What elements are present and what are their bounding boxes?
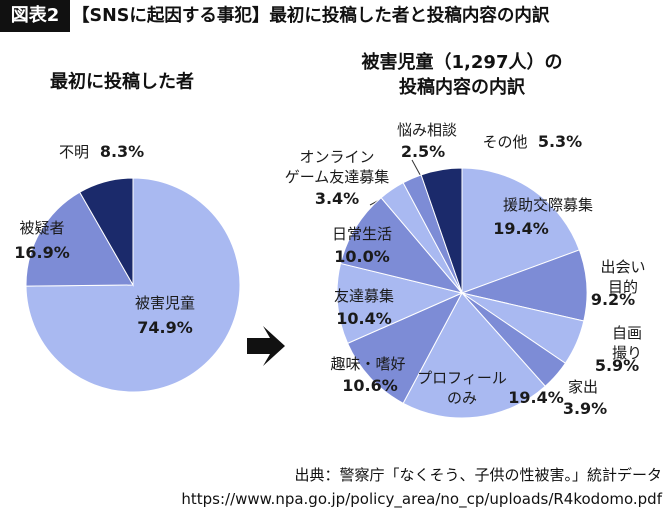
pie-slice — [339, 196, 464, 294]
pie-slice — [25, 191, 134, 287]
slice-label: 家出 — [567, 378, 599, 396]
pie-slice — [346, 291, 464, 404]
value-label: 8.3% — [99, 142, 145, 161]
value-label: 3.9% — [562, 399, 608, 418]
page-title: 【SNSに起因する事犯】最初に投稿した者と投稿内容の内訳 — [72, 6, 550, 26]
value-label: 10.6% — [342, 376, 398, 395]
slice-label: 被疑者 — [19, 219, 65, 237]
value-label: 2.5% — [400, 142, 446, 161]
slice-label: 不明 — [58, 143, 90, 161]
arrow — [247, 326, 285, 366]
chart-title: 被害児童（1,297人）の 投稿内容の内訳 — [361, 52, 563, 98]
slice-label: プロフィール のみ — [417, 369, 507, 407]
figure-tag: 図表2 — [0, 0, 70, 32]
value-label: 3.4% — [314, 189, 360, 208]
pie-slice — [420, 167, 463, 294]
slice-label: オンライン ゲーム友達募集 — [284, 148, 390, 186]
value-label: 10.0% — [334, 247, 390, 266]
slice-label: 被害児童 — [134, 294, 196, 312]
pie-slice — [461, 167, 580, 294]
slice-label: 援助交際募集 — [502, 196, 594, 214]
slice-label: 出会い目的 — [600, 258, 646, 296]
slice-label: 日常生活 — [331, 225, 393, 243]
pie-slice — [402, 292, 546, 419]
value-label: 74.9% — [137, 318, 193, 337]
value-label: 5.3% — [537, 132, 583, 151]
value-label: 19.4% — [493, 219, 549, 238]
value-label: 9.2% — [590, 290, 636, 309]
source: 出典：警察庁「なくそう、子供の性被害。」統計データ — [294, 466, 662, 484]
pie-slice — [25, 177, 241, 393]
pie-slice — [336, 262, 464, 345]
value-label: 16.9% — [14, 243, 70, 262]
pie-slice — [79, 177, 134, 287]
value-label: 19.4% — [508, 388, 564, 407]
slice-label: 悩み相談 — [396, 121, 458, 139]
value-label: 10.4% — [336, 309, 392, 328]
slice-label: 趣味・嗜好 — [330, 355, 406, 373]
chart-title: 最初に投稿した者 — [50, 71, 194, 93]
slice-label: 友達募集 — [333, 287, 395, 305]
slice-label: その他 — [482, 133, 528, 151]
value-label: 5.9% — [594, 356, 640, 375]
slice-label: 自画撮り — [611, 324, 642, 362]
source-url: https://www.npa.go.jp/policy_area/no_cp/… — [181, 490, 662, 508]
